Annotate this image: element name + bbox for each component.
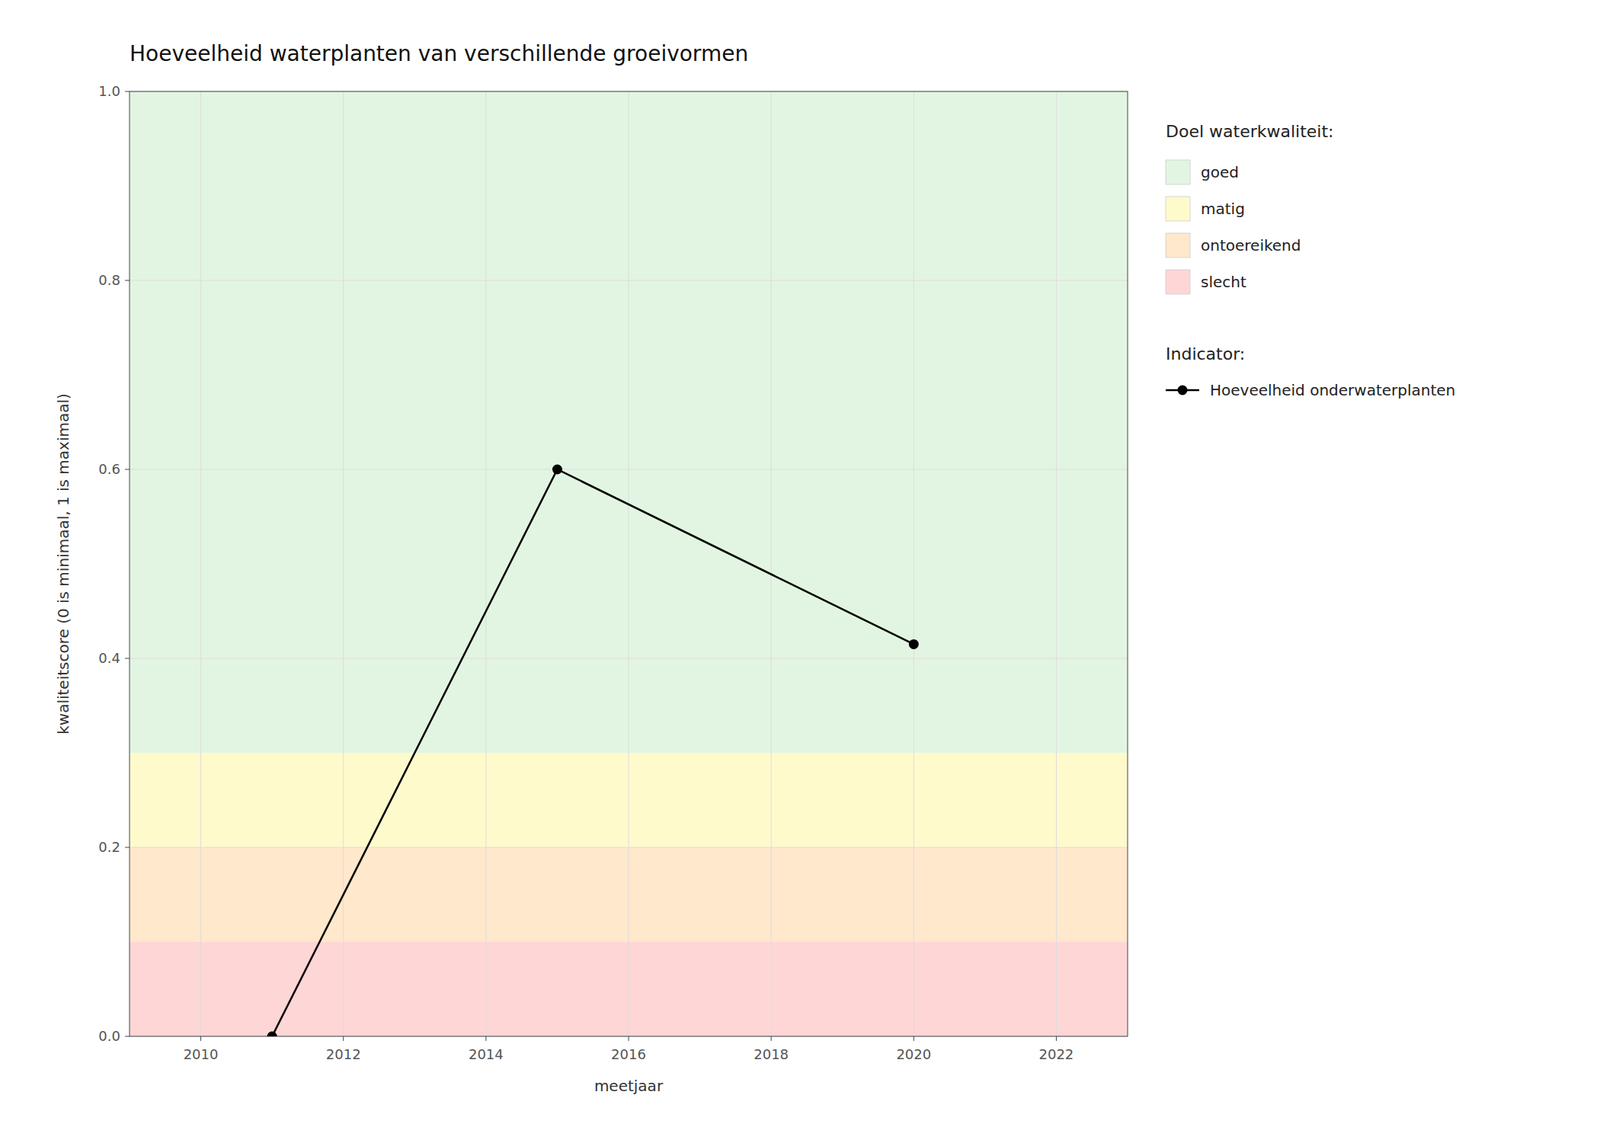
legend-swatch: [1165, 233, 1191, 258]
data: [267, 464, 919, 1037]
tick-y: [124, 847, 130, 848]
series-marker: [267, 1031, 278, 1037]
tick-x: [913, 1036, 915, 1041]
legend-label: goed: [1200, 163, 1239, 182]
chart: 2010 2012 2014 2016 2018 2020 2022 0.0 0.2 0.4 0.6…: [0, 0, 1600, 1143]
series-marker: [908, 639, 919, 650]
tick-label-x: 2018: [753, 1046, 789, 1063]
grid-line-x: [628, 91, 630, 1037]
grid-line-x: [200, 91, 202, 1037]
legend-swatch: [1165, 196, 1191, 221]
tick-label-y: 0.4: [98, 649, 121, 666]
legend-label: matig: [1200, 199, 1245, 218]
tick-x: [1056, 1036, 1057, 1041]
grid-line-y: [129, 658, 1128, 660]
grid-line-y: [129, 469, 1128, 471]
grid-line-x: [913, 91, 915, 1037]
tick-label-y: 0.8: [98, 272, 121, 288]
tick-y: [124, 91, 130, 93]
tick-x: [771, 1036, 772, 1041]
legend-swatch: [1165, 160, 1191, 185]
grid-line-y: [129, 847, 1128, 848]
tick-x: [628, 1036, 630, 1041]
title: Hoeveelheid waterplanten van verschillen…: [129, 41, 749, 67]
background: [0, 0, 1600, 1143]
legend-title: Doel waterkwaliteit:: [1165, 121, 1334, 141]
tick-y: [124, 1036, 130, 1037]
tick-x: [485, 1036, 487, 1041]
legend-label: Hoeveelheid onderwaterplanten: [1209, 380, 1456, 400]
legend-label: ontoereikend: [1200, 236, 1301, 255]
tick-label-y: 0.2: [98, 838, 121, 855]
tick-label-x: 2020: [896, 1046, 932, 1063]
grid-line-y: [129, 280, 1128, 282]
series-line: [272, 469, 914, 1037]
tick-label-x: 2010: [183, 1046, 219, 1063]
legend-title: Indicator:: [1165, 344, 1245, 364]
tick-x: [342, 1036, 344, 1041]
legend-swatch: [1165, 269, 1191, 295]
tick-label-x: 2014: [468, 1046, 504, 1063]
tick-y: [124, 280, 130, 282]
tick-label-y: 0.0: [98, 1027, 121, 1044]
legend: Doel waterkwaliteit: goed matig ontoereiken…: [1165, 121, 1456, 400]
tick-label-y: 0.6: [98, 460, 121, 477]
tick-label-x: 2016: [611, 1046, 647, 1063]
grid-line-x: [1056, 91, 1057, 1037]
grid-line-x: [771, 91, 772, 1037]
tick-y: [124, 658, 130, 660]
legend-marker: [1177, 385, 1188, 396]
plot-frame: [129, 91, 1128, 1037]
tick-label-x: 2022: [1039, 1046, 1075, 1063]
tick-label-x: 2012: [326, 1046, 362, 1063]
grid: [129, 91, 1128, 1037]
x-axis-label: meetjaar: [594, 1076, 664, 1095]
legend-label: slecht: [1200, 272, 1247, 292]
grid-line-x: [485, 91, 487, 1037]
tick-x: [200, 1036, 202, 1041]
ticks: 2010 2012 2014 2016 2018 2020 2022 0.0 0.2 0.4 0.6…: [98, 83, 1074, 1063]
bands: [129, 91, 1128, 1037]
tick-label-y: 1.0: [98, 83, 121, 100]
tick-y: [124, 469, 130, 471]
y-axis-label: kwaliteitscore (0 is minimaal, 1 is maxi…: [54, 393, 73, 735]
series-marker: [552, 464, 563, 475]
